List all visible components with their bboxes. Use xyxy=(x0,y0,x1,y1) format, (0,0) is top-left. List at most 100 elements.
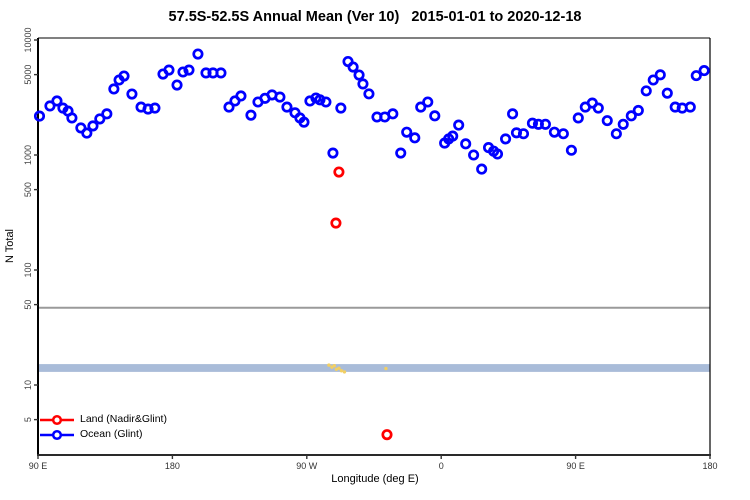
ocean-data-point xyxy=(476,163,488,175)
ocean-data-point xyxy=(572,112,584,124)
ocean-data-point xyxy=(601,115,613,127)
ocean-data-point xyxy=(617,118,629,130)
ocean-data-point xyxy=(327,147,339,159)
ocean-data-point xyxy=(565,144,577,156)
land-fraction-mark xyxy=(334,367,339,371)
ocean-data-point xyxy=(126,88,138,100)
ocean-data-point xyxy=(557,128,569,140)
ocean-data-point xyxy=(526,117,538,129)
y-axis-label: N Total xyxy=(4,228,16,264)
ocean-data-point xyxy=(149,102,161,114)
y-tick-label: 10 xyxy=(23,380,33,390)
ocean-data-point xyxy=(429,110,441,122)
highlight-band xyxy=(38,364,710,372)
y-tick-label: 50 xyxy=(23,300,33,310)
ocean-data-point xyxy=(51,95,63,107)
ocean-data-point xyxy=(118,70,130,82)
land-fraction-mark xyxy=(337,366,341,370)
ocean-data-point xyxy=(183,64,195,76)
ocean-data-point xyxy=(654,69,666,81)
ocean-data-point xyxy=(171,79,183,91)
land-data-point xyxy=(381,429,393,441)
ocean-data-point xyxy=(684,101,696,113)
ocean-data-point xyxy=(192,48,204,60)
ocean-data-point xyxy=(357,78,369,90)
ocean-data-point xyxy=(507,108,519,120)
y-tick-label: 1000 xyxy=(23,145,33,165)
ocean-data-point xyxy=(177,66,189,78)
x-tick-label: 0 xyxy=(439,461,444,471)
y-tick-label: 500 xyxy=(23,182,33,197)
ocean-data-point xyxy=(460,138,472,150)
ocean-data-point xyxy=(647,74,659,86)
ocean-data-point xyxy=(539,118,551,130)
ocean-data-point xyxy=(698,65,710,77)
ocean-data-point xyxy=(223,101,235,113)
ocean-data-point xyxy=(274,91,286,103)
ocean-marker-icon xyxy=(40,429,74,440)
land-fraction-mark xyxy=(339,369,344,373)
ocean-data-point xyxy=(108,83,120,95)
x-tick-label: 90 E xyxy=(566,461,585,471)
ocean-data-point xyxy=(632,104,644,117)
ocean-data-point xyxy=(363,88,375,100)
ocean-data-point xyxy=(532,118,544,130)
ocean-data-point xyxy=(422,96,434,108)
legend-item-land: Land (Nadir&Glint) xyxy=(40,412,167,427)
x-tick-label: 180 xyxy=(165,461,180,471)
ocean-data-point xyxy=(215,67,227,79)
ocean-data-point xyxy=(640,85,652,97)
land-fraction-mark xyxy=(384,366,388,371)
x-axis-label: Longitude (deg E) xyxy=(331,473,419,485)
ocean-data-point xyxy=(163,64,175,76)
ocean-data-point xyxy=(447,130,459,142)
ocean-data-point xyxy=(314,94,326,106)
legend: Land (Nadir&Glint) Ocean (Glint) xyxy=(40,412,167,442)
ocean-data-point xyxy=(491,148,504,160)
ocean-data-point xyxy=(453,119,465,131)
ocean-data-point xyxy=(142,103,154,115)
ocean-data-point xyxy=(81,127,93,139)
x-tick-label: 90 E xyxy=(29,461,48,471)
ocean-data-point xyxy=(548,126,560,138)
land-marker-icon xyxy=(40,414,74,425)
ocean-data-point xyxy=(592,102,604,114)
ocean-data-point xyxy=(401,126,413,138)
ocean-data-point xyxy=(245,109,257,121)
ocean-data-point xyxy=(661,87,673,99)
x-tick-label: 90 W xyxy=(296,461,318,471)
ocean-data-point xyxy=(500,133,512,145)
legend-item-ocean: Ocean (Glint) xyxy=(40,427,167,442)
ocean-data-point xyxy=(468,149,480,161)
y-tick-label: 100 xyxy=(23,262,33,277)
ocean-data-point xyxy=(200,67,212,79)
legend-label-ocean: Ocean (Glint) xyxy=(80,428,143,440)
ocean-data-point xyxy=(353,69,365,81)
ocean-data-point xyxy=(94,113,106,125)
ocean-data-point xyxy=(690,70,702,82)
y-tick-label: 5 xyxy=(23,417,33,422)
ocean-data-point xyxy=(395,147,407,159)
land-data-point xyxy=(333,166,345,178)
ocean-data-point xyxy=(625,110,637,122)
ocean-data-point xyxy=(235,90,247,102)
x-tick-label: 180 xyxy=(702,461,717,471)
ocean-data-point xyxy=(409,132,421,144)
ocean-data-point xyxy=(517,128,530,140)
ocean-data-point xyxy=(101,108,113,120)
ocean-data-point xyxy=(33,110,46,122)
ocean-data-point xyxy=(415,101,427,113)
land-fraction-mark xyxy=(327,363,331,367)
ocean-data-point xyxy=(87,120,99,132)
ocean-data-point xyxy=(320,96,332,108)
ocean-data-point xyxy=(610,128,622,140)
ocean-data-point xyxy=(66,112,78,124)
ocean-data-point xyxy=(44,100,56,112)
land-fraction-mark xyxy=(332,364,336,368)
ocean-data-point xyxy=(298,116,310,128)
land-data-point xyxy=(330,217,342,229)
ocean-data-point xyxy=(387,108,399,120)
chart-title: 57.5S-52.5S Annual Mean (Ver 10) 2015-01… xyxy=(168,9,582,25)
